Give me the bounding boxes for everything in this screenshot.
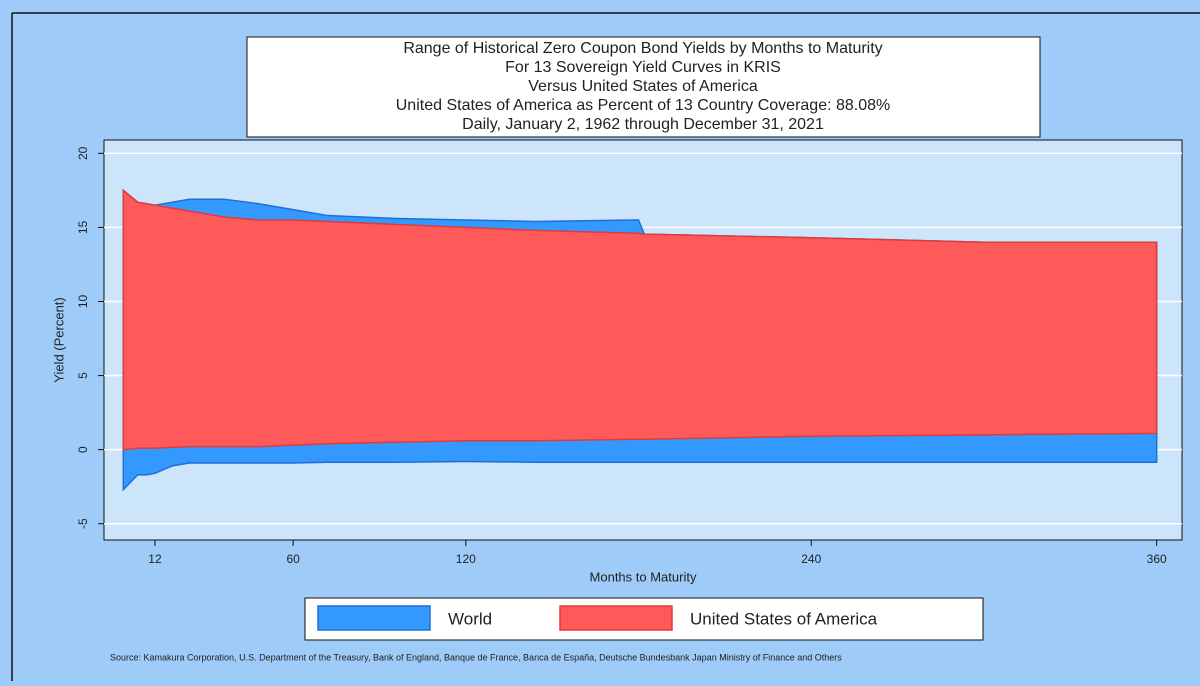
y-tick-label: 0 (76, 446, 90, 453)
subtitles: For 13 Sovereign Yield Curves in KRIS Ver… (396, 59, 891, 133)
range-area (122, 188, 1158, 451)
x-tick-label: 12 (148, 552, 162, 566)
y-axis-label: Yield (Percent) (51, 297, 66, 383)
y-tick-label: 10 (76, 294, 90, 308)
y-tick-label: 15 (76, 220, 90, 234)
y-tick-label: 5 (76, 372, 90, 379)
legend-swatch (559, 605, 673, 631)
title-box (246, 36, 1041, 138)
legend-label: United States of America (690, 609, 878, 628)
x-axis-label: Months to Maturity (590, 569, 697, 584)
x-tick-label: 360 (1147, 552, 1167, 566)
subtitle: For 13 Sovereign Yield Curves in KRIS (505, 59, 781, 76)
legend-swatch (317, 605, 431, 631)
x-tick-label: 240 (801, 552, 821, 566)
y-tick-label: -5 (76, 518, 90, 529)
x-tick-label: 60 (286, 552, 300, 566)
subtitle: United States of America as Percent of 1… (396, 97, 891, 114)
legend-label: World (448, 609, 492, 628)
areas (122, 188, 1158, 492)
chart-title: Range of Historical Zero Coupon Bond Yie… (403, 40, 882, 57)
source-note: Source: Kamakura Corporation, U.S. Depar… (110, 652, 842, 662)
legend-items: World United States of America (317, 605, 878, 631)
subtitle: Versus United States of America (528, 78, 758, 95)
y-tick-label: 20 (76, 146, 90, 160)
subtitle: Daily, January 2, 1962 through December … (462, 116, 824, 133)
x-tick-label: 120 (456, 552, 476, 566)
